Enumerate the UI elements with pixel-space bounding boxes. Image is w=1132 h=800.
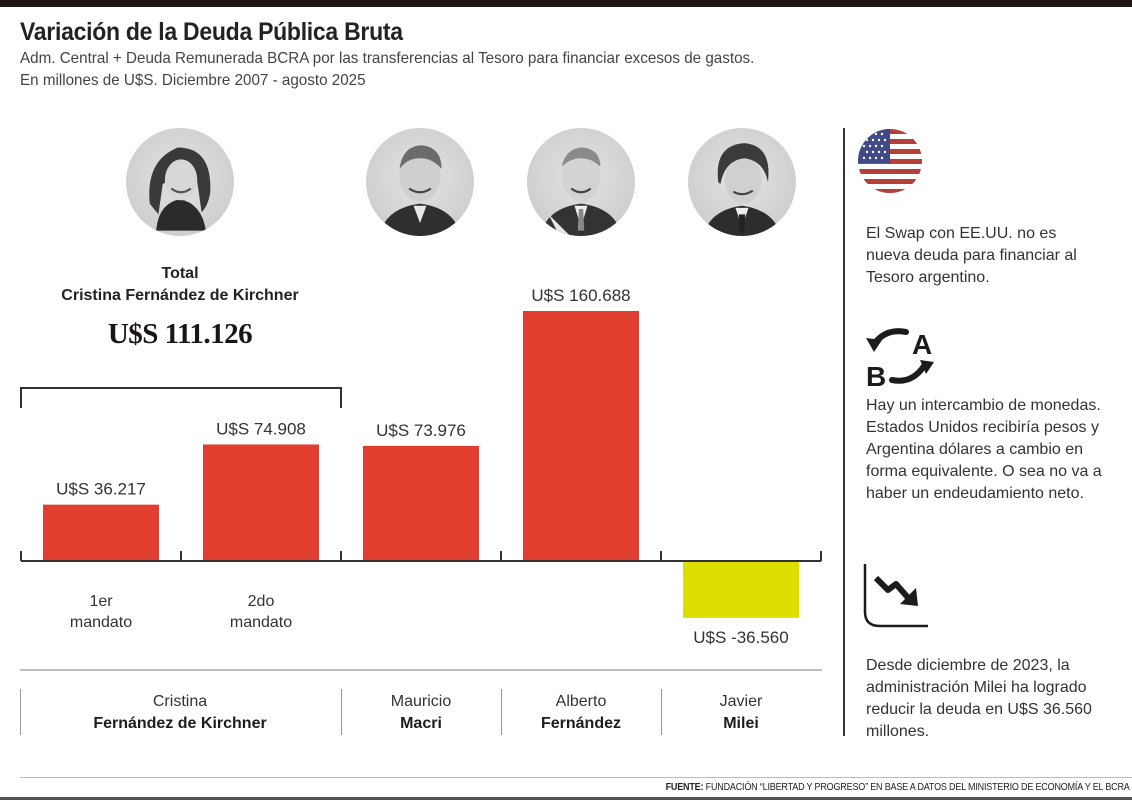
bar-5	[683, 561, 799, 618]
president-label-cfk: Cristina Fernández de Kirchner	[20, 685, 340, 740]
president-label-milei: Javier Milei	[661, 685, 821, 740]
bar-3	[363, 445, 479, 561]
president-last-name: Macri	[400, 715, 442, 732]
milei-note: Desde diciembre de 2023, la administraci…	[866, 657, 1092, 740]
letter-b: B	[866, 361, 886, 390]
bar-4	[523, 311, 639, 561]
bar-chart: U$S 36.217 1er mandato U$S 74.908 2do mandato…	[20, 286, 822, 671]
president-labels: Cristina Fernández de Kirchner Mauricio …	[20, 685, 822, 740]
chart-subtitle-units: En millones de U$S. Diciembre 2007 - ago…	[20, 72, 366, 89]
president-first-name: Cristina	[152, 693, 208, 710]
portrait-alberto	[527, 128, 635, 236]
swap-note: El Swap con EE.UU. no es nueva deuda par…	[866, 225, 1077, 286]
cfk-total-bracket	[20, 387, 342, 408]
category-label-2: 2do	[248, 593, 275, 610]
footer-divider	[20, 777, 1132, 778]
portrait-macri	[366, 128, 474, 236]
chart-subtitle: Adm. Central + Deuda Remunerada BCRA por…	[20, 50, 755, 67]
letter-a: A	[912, 329, 932, 360]
value-label-4: U$S 160.688	[531, 286, 630, 305]
value-label-3: U$S 73.976	[376, 421, 466, 440]
person-portrait-icon	[149, 147, 211, 231]
bar-2	[203, 444, 319, 561]
bottom-bar	[0, 797, 1132, 800]
source-note: FUENTE: FUNDACIÓN “LIBERTAD Y PROGRESO” …	[666, 782, 1130, 793]
value-label-5: U$S -36.560	[693, 628, 788, 647]
president-label-macri: Mauricio Macri	[341, 685, 501, 740]
president-last-name: Fernández de Kirchner	[93, 715, 267, 732]
total-person-name: Cristina Fernández de Kirchner	[61, 287, 299, 304]
exchange-note: Hay un intercambio de monedas. Estados U…	[866, 397, 1102, 502]
top-bar	[0, 0, 1132, 7]
president-last-name: Milei	[723, 715, 759, 732]
total-value: U$S 111.126	[107, 318, 253, 350]
president-last-name: Fernández	[540, 715, 621, 732]
person-portrait-icon	[703, 143, 781, 236]
category-label-1: 1er	[89, 593, 113, 610]
column-divider	[501, 689, 502, 735]
category-label-1: mandato	[70, 614, 132, 631]
person-portrait-icon	[378, 145, 462, 236]
category-label-2: mandato	[230, 614, 292, 631]
column-divider	[661, 689, 662, 735]
president-label-alberto: Alberto Fernández	[501, 685, 661, 740]
column-divider	[20, 689, 21, 735]
total-label: Total	[161, 265, 199, 282]
president-first-name: Javier	[719, 693, 763, 710]
column-divider	[341, 689, 342, 735]
source-label: FUENTE:	[665, 782, 704, 793]
bar-1	[43, 504, 159, 561]
source-text: FUNDACIÓN “LIBERTAD Y PROGRESO” EN BASE …	[703, 782, 1130, 793]
person-portrait-icon	[539, 147, 623, 236]
president-first-name: Mauricio	[390, 693, 452, 710]
value-label-1: U$S 36.217	[56, 480, 146, 499]
currency-exchange-icon: A B	[866, 328, 934, 390]
president-first-name: Alberto	[555, 693, 607, 710]
value-label-2: U$S 74.908	[216, 419, 306, 438]
portrait-cfk	[126, 128, 234, 236]
chart-title: Variación de la Deuda Pública Bruta	[20, 18, 403, 46]
portrait-milei	[688, 128, 796, 236]
sidebar-divider	[843, 128, 845, 736]
trend-down-icon	[863, 564, 928, 628]
us-flag-icon	[858, 129, 922, 193]
